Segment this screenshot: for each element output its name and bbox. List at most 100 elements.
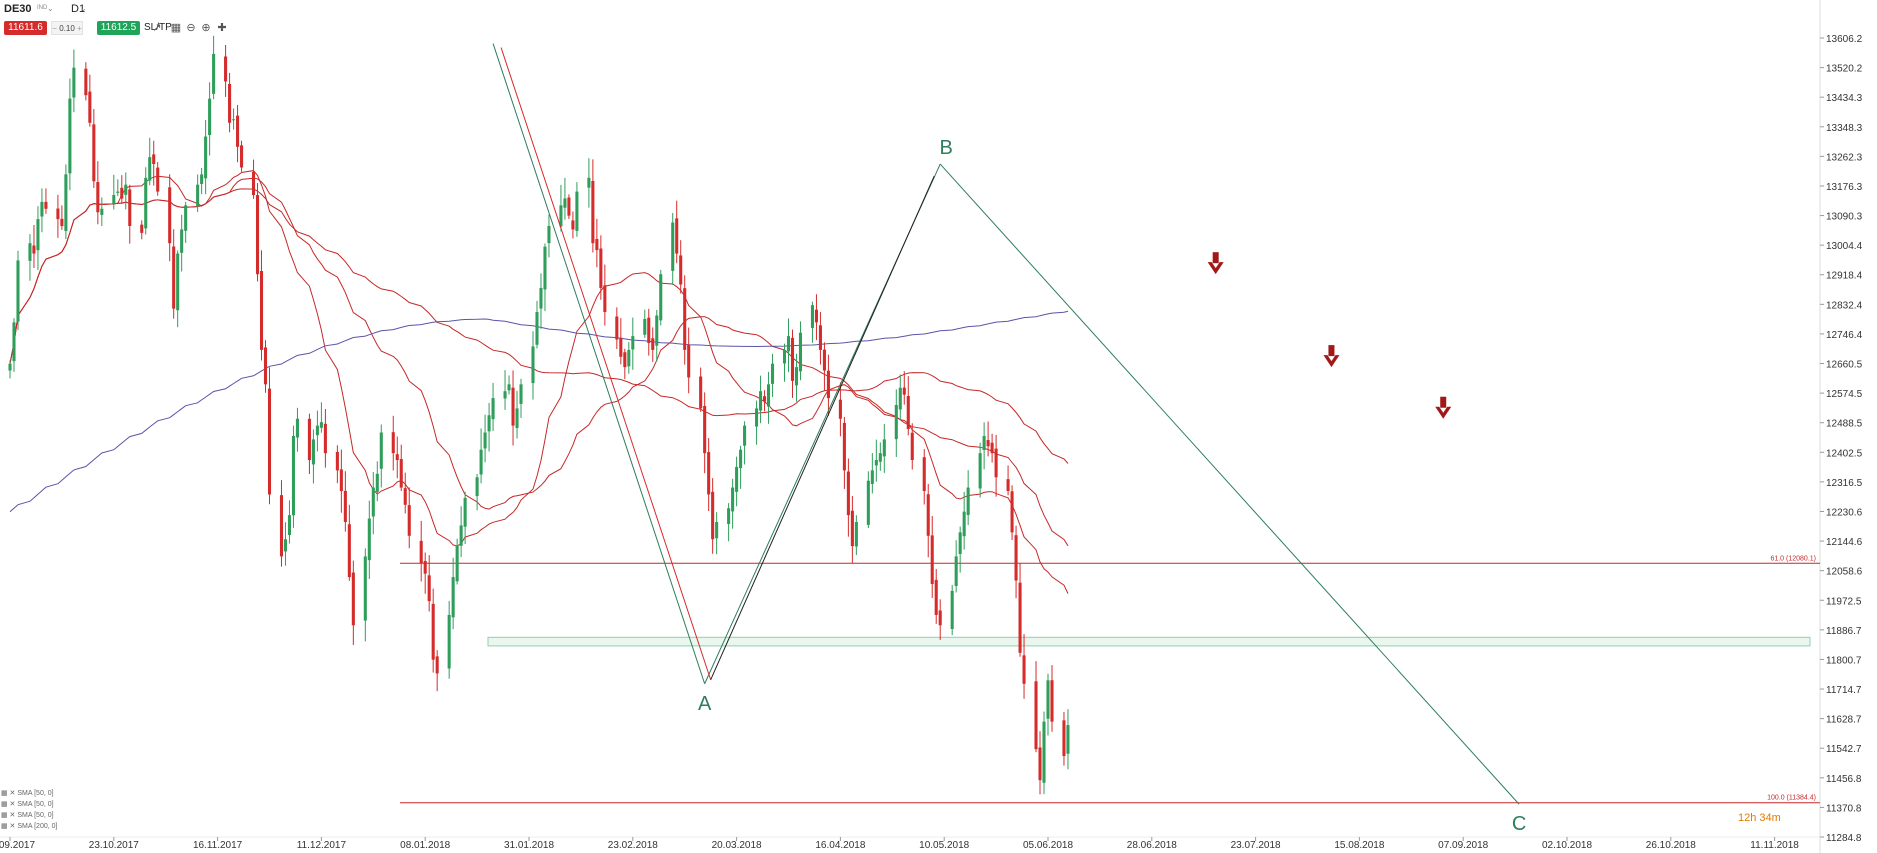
candle-bearish bbox=[615, 307, 619, 349]
candle-body bbox=[715, 521, 719, 539]
candle-bullish bbox=[519, 378, 523, 418]
timeframe-dropdown-icon[interactable]: ⌄ bbox=[80, 4, 87, 13]
candle-body bbox=[982, 435, 986, 450]
candle-body bbox=[850, 510, 854, 547]
sltp-button[interactable]: SL/TP bbox=[144, 22, 172, 33]
candle-bearish bbox=[763, 390, 767, 412]
candle-body bbox=[124, 184, 128, 195]
candle-bearish bbox=[236, 104, 240, 163]
candle-bullish bbox=[375, 461, 379, 502]
price-tick-label: 11886.7 bbox=[1826, 626, 1862, 637]
candle-bearish bbox=[675, 200, 679, 264]
candle-body bbox=[727, 508, 731, 525]
indicator-label: SMA [50, 0] bbox=[17, 801, 54, 808]
candle-bearish bbox=[826, 354, 830, 416]
candle-bearish bbox=[683, 275, 687, 365]
candle-bullish bbox=[212, 35, 216, 100]
channel-line bbox=[710, 175, 935, 680]
price-tick-label: 11972.5 bbox=[1826, 596, 1862, 607]
candle-body bbox=[882, 439, 886, 457]
indicators-icon[interactable]: ▦ bbox=[170, 22, 182, 34]
candle-bullish bbox=[1066, 709, 1070, 770]
price-tick-label: 11800.7 bbox=[1826, 655, 1862, 666]
candle-bearish bbox=[679, 240, 683, 294]
candle-body bbox=[60, 218, 64, 226]
sell-arrow-shaft bbox=[1212, 252, 1219, 264]
price-tick-label: 13004.4 bbox=[1826, 241, 1863, 252]
price-tick-label: 13090.3 bbox=[1826, 212, 1863, 223]
candle-body bbox=[651, 338, 655, 350]
candle-body bbox=[403, 488, 407, 505]
symbol-dropdown-icon[interactable]: ⌄ bbox=[47, 4, 54, 13]
wave-label-c: C bbox=[1512, 813, 1526, 835]
candle-body bbox=[683, 288, 687, 350]
candle-bearish bbox=[347, 504, 351, 581]
symbol-label[interactable]: DE30 bbox=[4, 3, 32, 15]
lot-plus-icon[interactable]: + bbox=[74, 24, 82, 33]
candle-bearish bbox=[240, 140, 244, 172]
annotations: A B C bbox=[698, 137, 1526, 835]
time-tick-label: 27.09.2017 bbox=[0, 840, 35, 851]
time-tick-label: 16.04.2018 bbox=[815, 840, 865, 851]
candle-bullish bbox=[1042, 711, 1046, 795]
candle-body bbox=[351, 572, 355, 626]
candle-bearish bbox=[651, 327, 655, 362]
candle-body bbox=[782, 349, 787, 364]
time-tick-label: 05.06.2018 bbox=[1023, 840, 1073, 851]
candle-bearish bbox=[930, 515, 934, 598]
candle-body bbox=[475, 477, 479, 497]
candle-bullish bbox=[16, 250, 20, 331]
candle-bearish bbox=[228, 72, 232, 133]
candle-body bbox=[986, 440, 990, 447]
candle-body bbox=[339, 469, 343, 492]
fib-level-label: 100.0 (11384.4) bbox=[1767, 795, 1816, 802]
candle-body bbox=[287, 515, 291, 535]
indicator-sma-2[interactable]: ▦ ✕ SMA [50, 0] bbox=[1, 801, 54, 808]
timeframe-selector[interactable]: D1 bbox=[71, 3, 86, 15]
lot-minus-icon[interactable]: − bbox=[52, 24, 60, 33]
zoom-in-icon[interactable]: ⊕ bbox=[201, 22, 211, 34]
candle-body bbox=[12, 322, 16, 362]
zoom-out-icon[interactable]: ⊖ bbox=[186, 22, 196, 34]
candle-body bbox=[363, 556, 367, 621]
sell-button[interactable]: 11611.6 bbox=[4, 21, 47, 35]
candle-bearish bbox=[172, 229, 176, 319]
line-draw-icon[interactable]: ↗ bbox=[152, 22, 162, 34]
candle-bearish bbox=[435, 650, 439, 692]
buy-button[interactable]: 11612.5 bbox=[97, 21, 140, 35]
candle-bearish bbox=[1018, 563, 1022, 657]
candle-body bbox=[818, 325, 822, 350]
candle-bullish bbox=[12, 318, 16, 372]
time-tick-label: 07.09.2018 bbox=[1438, 840, 1488, 851]
candle-bullish bbox=[643, 309, 647, 338]
sell-arrow-icon bbox=[1323, 345, 1340, 368]
fib-level-label: 61.0 (12080.1) bbox=[1770, 555, 1816, 562]
lot-size-input[interactable]: − 0.10 + bbox=[51, 21, 83, 35]
candle-bearish bbox=[1038, 731, 1042, 795]
candle-body bbox=[966, 487, 970, 516]
candle-body bbox=[687, 344, 691, 378]
crosshair-icon[interactable]: ✚ bbox=[217, 22, 227, 34]
candle-body bbox=[180, 229, 184, 253]
candle-body bbox=[335, 451, 339, 471]
candle-body bbox=[990, 442, 994, 454]
candle-bearish bbox=[140, 220, 144, 240]
lot-value: 0.10 bbox=[59, 24, 75, 33]
indicator-sma-4[interactable]: ▦ ✕ SMA [200, 0] bbox=[1, 823, 58, 830]
candle-body bbox=[595, 238, 599, 251]
candle-bearish bbox=[1050, 665, 1054, 732]
indicator-sma-3[interactable]: ▦ ✕ SMA [50, 0] bbox=[1, 812, 54, 819]
candle-bullish bbox=[659, 269, 663, 326]
candle-body bbox=[994, 448, 998, 478]
candle-body bbox=[1006, 479, 1010, 492]
candle-body bbox=[627, 349, 631, 367]
candle-bullish bbox=[287, 500, 291, 544]
candle-bullish bbox=[898, 374, 902, 421]
candle-body bbox=[184, 205, 188, 231]
indicator-sma-1[interactable]: ▦ ✕ SMA [50, 0] bbox=[1, 790, 54, 797]
time-tick-label: 31.01.2018 bbox=[504, 840, 554, 851]
candle-body bbox=[503, 391, 507, 399]
candle-body bbox=[395, 454, 399, 461]
candle-bearish bbox=[60, 205, 64, 230]
